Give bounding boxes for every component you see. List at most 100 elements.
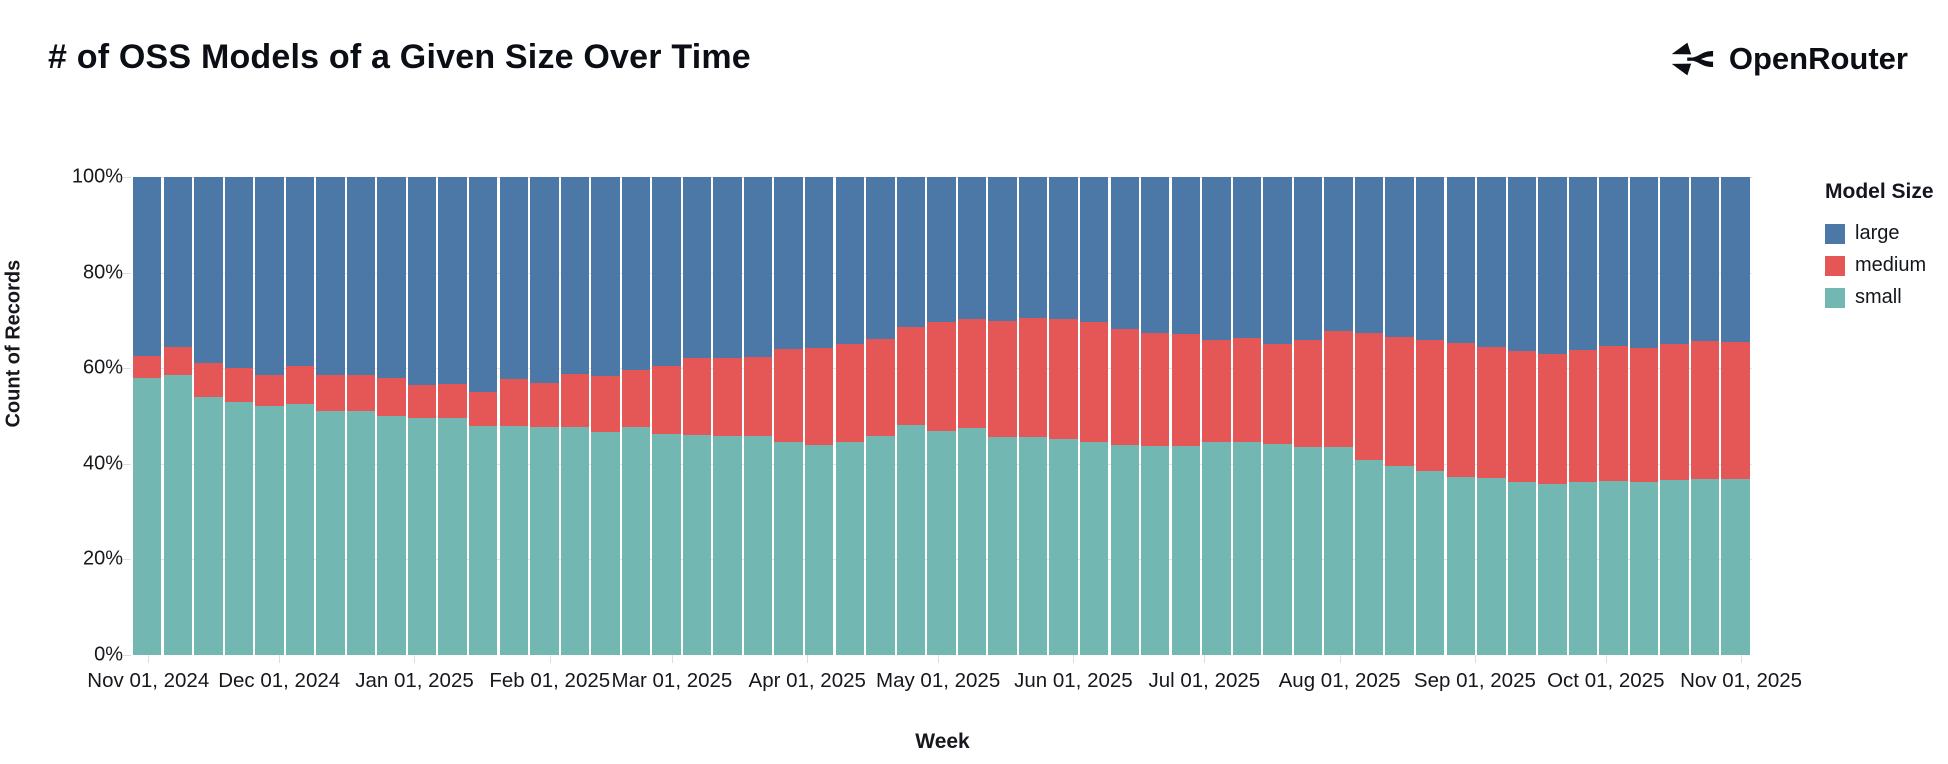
bar-segment-large	[1049, 177, 1078, 320]
bar-segment-medium	[1415, 339, 1445, 472]
bar-segment-large	[1599, 177, 1628, 346]
bar-segment-medium	[1507, 350, 1537, 482]
bar-segment-small	[163, 375, 192, 655]
bar-segment-small	[1538, 484, 1567, 655]
legend-title: Model Size	[1825, 180, 1934, 203]
x-tick-label: Nov 01, 2025	[1680, 669, 1803, 692]
y-tick-label: 40%	[82, 452, 123, 475]
y-tick	[123, 463, 131, 465]
legend-label-small: small	[1855, 286, 1902, 308]
stacked-bar-week-2025-10-03	[1599, 177, 1628, 655]
bar-segment-medium	[896, 326, 926, 426]
bar-segment-large	[316, 177, 345, 376]
bar-segment-large	[652, 177, 681, 366]
x-tick	[671, 655, 673, 663]
legend-label-large: large	[1855, 222, 1900, 244]
stacked-bar-week-2025-06-20	[1141, 177, 1170, 655]
bar-segment-small	[1202, 441, 1231, 655]
y-tick	[123, 368, 131, 370]
x-tick	[148, 655, 150, 663]
bar-segment-large	[194, 177, 223, 364]
bar-segment-medium	[1599, 345, 1628, 482]
x-tick-label: Mar 01, 2025	[611, 669, 733, 692]
bar-segment-large	[255, 177, 284, 376]
bar-segment-small	[438, 418, 467, 655]
bar-segment-small	[499, 426, 528, 655]
bar-segment-medium	[163, 346, 192, 376]
bar-segment-medium	[530, 382, 559, 427]
bar-segment-small	[652, 433, 681, 655]
bar-segment-medium	[957, 319, 987, 429]
bar-segment-medium	[1324, 330, 1353, 447]
bar-segment-large	[1568, 177, 1598, 351]
bar-segment-small	[1507, 481, 1537, 655]
bar-segment-small	[1324, 446, 1353, 655]
bar-segment-large	[774, 177, 803, 350]
bar-segment-large	[1141, 177, 1170, 333]
x-axis-title: Week	[915, 730, 970, 753]
stacked-bar-week-2025-10-10	[1629, 177, 1659, 655]
x-tick	[1204, 655, 1206, 663]
stacked-bar-week-2025-05-23	[1018, 177, 1048, 655]
bar-segment-large	[1171, 177, 1201, 335]
bar-segment-medium	[652, 365, 681, 434]
bar-segment-medium	[988, 320, 1017, 437]
bar-segment-large	[1018, 177, 1048, 318]
bar-segment-small	[988, 436, 1017, 655]
bar-segment-small	[591, 431, 620, 655]
stacked-bar-week-2025-01-10	[438, 177, 467, 655]
bar-segment-medium	[1477, 346, 1506, 479]
bar-segment-small	[1354, 459, 1384, 655]
bar-segment-small	[1110, 445, 1139, 655]
page-title: # of OSS Models of a Given Size Over Tim…	[48, 38, 751, 76]
bar-segment-medium	[1721, 341, 1750, 480]
stacked-bar-week-2025-04-18	[866, 177, 895, 655]
legend-label-medium: medium	[1855, 254, 1927, 276]
stacked-bar-week-2025-05-02	[927, 177, 956, 655]
bar-segment-large	[1079, 177, 1109, 322]
bar-segment-large	[499, 177, 528, 380]
bar-segment-medium	[1018, 317, 1048, 437]
bar-segment-medium	[133, 356, 162, 378]
x-tick-label: Apr 01, 2025	[748, 669, 866, 692]
stacked-bar-week-2025-05-09	[957, 177, 987, 655]
bar-segment-small	[377, 416, 406, 655]
bar-segment-medium	[1141, 332, 1170, 447]
x-tick	[1605, 655, 1607, 663]
bar-segment-large	[1293, 177, 1323, 340]
stacked-bar-week-2025-02-28	[652, 177, 681, 655]
x-tick-label: Nov 01, 2024	[87, 669, 210, 692]
bar-segment-medium	[316, 375, 345, 412]
x-tick	[807, 655, 809, 663]
bar-segment-medium	[743, 356, 773, 436]
bar-segment-medium	[1568, 350, 1598, 482]
bar-segment-small	[1446, 476, 1475, 655]
bar-segment-large	[1324, 177, 1353, 331]
stacked-bar-week-2025-09-05	[1477, 177, 1506, 655]
bar-segment-large	[1629, 177, 1659, 349]
bar-segment-medium	[805, 348, 834, 446]
bar-segment-large	[621, 177, 651, 371]
y-axis-title: Count of Records	[2, 259, 25, 428]
bar-segment-medium	[469, 391, 498, 427]
stacked-bar-week-2025-01-24	[499, 177, 528, 655]
stacked-bar-week-2025-10-17	[1660, 177, 1689, 655]
x-tick-label: Sep 01, 2025	[1413, 669, 1536, 692]
y-tick-label: 0%	[94, 643, 123, 666]
legend-entry-medium: medium	[1825, 254, 1934, 277]
bar-segment-small	[1599, 481, 1628, 655]
bar-segment-large	[1660, 177, 1689, 345]
bar-segment-large	[1721, 177, 1750, 342]
x-tick-label: Oct 01, 2025	[1547, 669, 1665, 692]
bar-segment-large	[438, 177, 467, 385]
bar-segment-small	[957, 428, 987, 655]
bar-segment-small	[469, 426, 498, 655]
bar-segment-large	[1690, 177, 1720, 341]
bar-segment-large	[1110, 177, 1139, 329]
y-tick-label: 80%	[82, 261, 123, 284]
stacked-bar-week-2025-10-31	[1721, 177, 1750, 655]
bar-segment-small	[1385, 466, 1414, 655]
bar-segment-medium	[1660, 344, 1689, 481]
bar-segment-small	[774, 441, 803, 655]
bar-segment-large	[805, 177, 834, 349]
